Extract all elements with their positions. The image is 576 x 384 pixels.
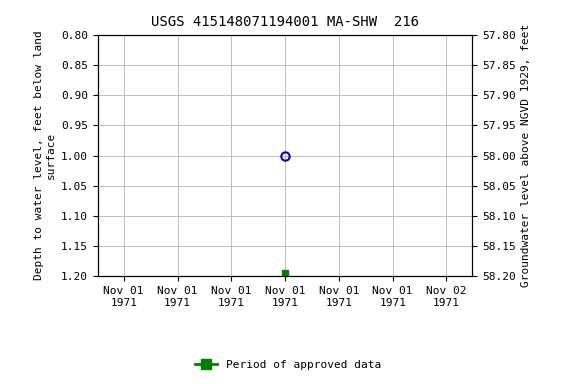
Legend: Period of approved data: Period of approved data: [191, 356, 385, 375]
Y-axis label: Groundwater level above NGVD 1929, feet: Groundwater level above NGVD 1929, feet: [521, 24, 531, 287]
Y-axis label: Depth to water level, feet below land
surface: Depth to water level, feet below land su…: [34, 31, 56, 280]
Title: USGS 415148071194001 MA-SHW  216: USGS 415148071194001 MA-SHW 216: [151, 15, 419, 29]
